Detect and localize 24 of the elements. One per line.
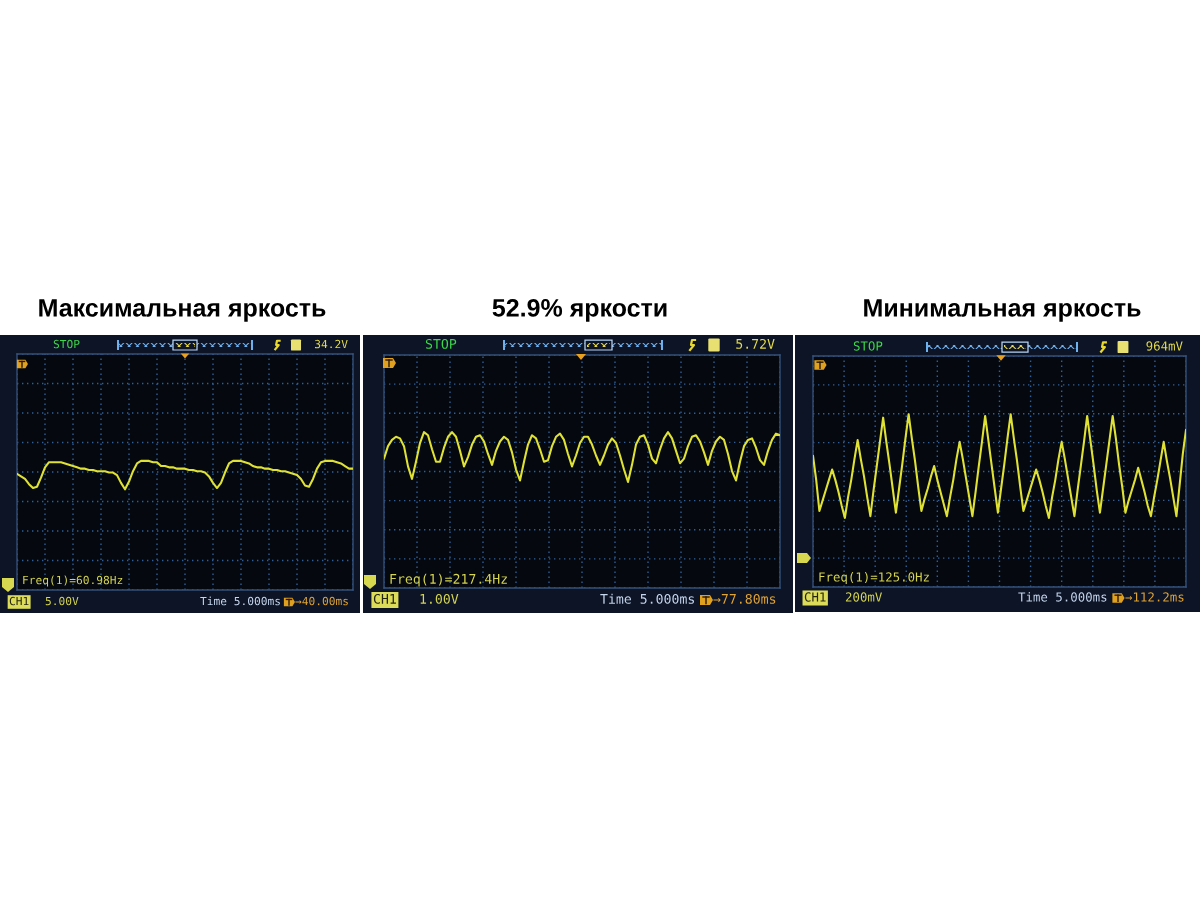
chart-title: Максимальная яркость xyxy=(39,299,326,322)
text: STOP xyxy=(425,338,457,349)
text: 5.72V xyxy=(736,338,775,349)
text: Time 5.000ms xyxy=(600,593,695,604)
text: STOP xyxy=(853,341,883,351)
annotation: Freq(1)=125.0Hz xyxy=(819,572,929,585)
chart-title: 52.9% яркости xyxy=(492,299,667,322)
text: 34.2V xyxy=(314,339,348,349)
annotation: Freq(1)=217.4Hz xyxy=(390,573,507,587)
text: →112.2ms xyxy=(1125,592,1184,602)
text: Time 5.000ms xyxy=(1018,592,1107,602)
text: →77.80ms xyxy=(713,593,776,604)
text: CH1 xyxy=(804,592,826,602)
text: →40.00ms xyxy=(295,596,348,606)
text: 964mV xyxy=(1146,341,1183,351)
text: 1.00V xyxy=(420,593,459,604)
text: Time 5.000ms xyxy=(200,596,280,606)
text: CH1 xyxy=(9,596,29,606)
text: CH1 xyxy=(373,593,396,604)
chart-title: Минимальная яркость xyxy=(864,299,1141,322)
text: STOP xyxy=(53,339,80,349)
text: 5.00V xyxy=(45,596,79,606)
text: 200mV xyxy=(845,592,882,602)
annotation: Freq(1)=60.98Hz xyxy=(23,575,123,587)
